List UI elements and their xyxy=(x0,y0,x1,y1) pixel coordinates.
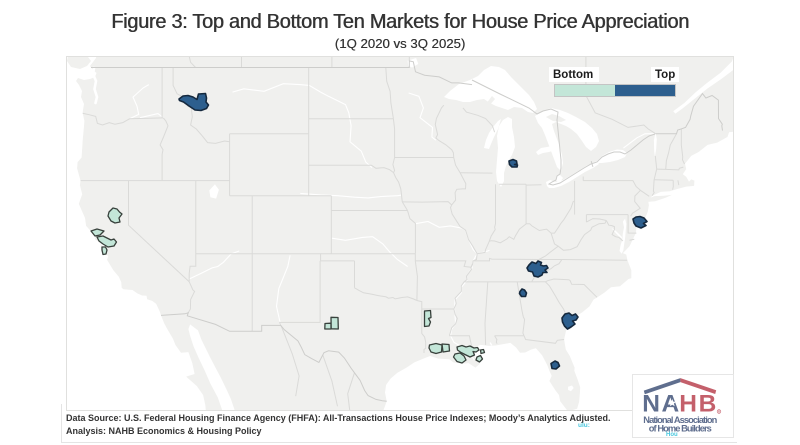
svg-text:R: R xyxy=(718,410,721,414)
svg-text:HB: HB xyxy=(679,391,716,418)
svg-text:of Home Builders: of Home Builders xyxy=(649,424,712,434)
svg-text:National Association: National Association xyxy=(643,415,717,425)
